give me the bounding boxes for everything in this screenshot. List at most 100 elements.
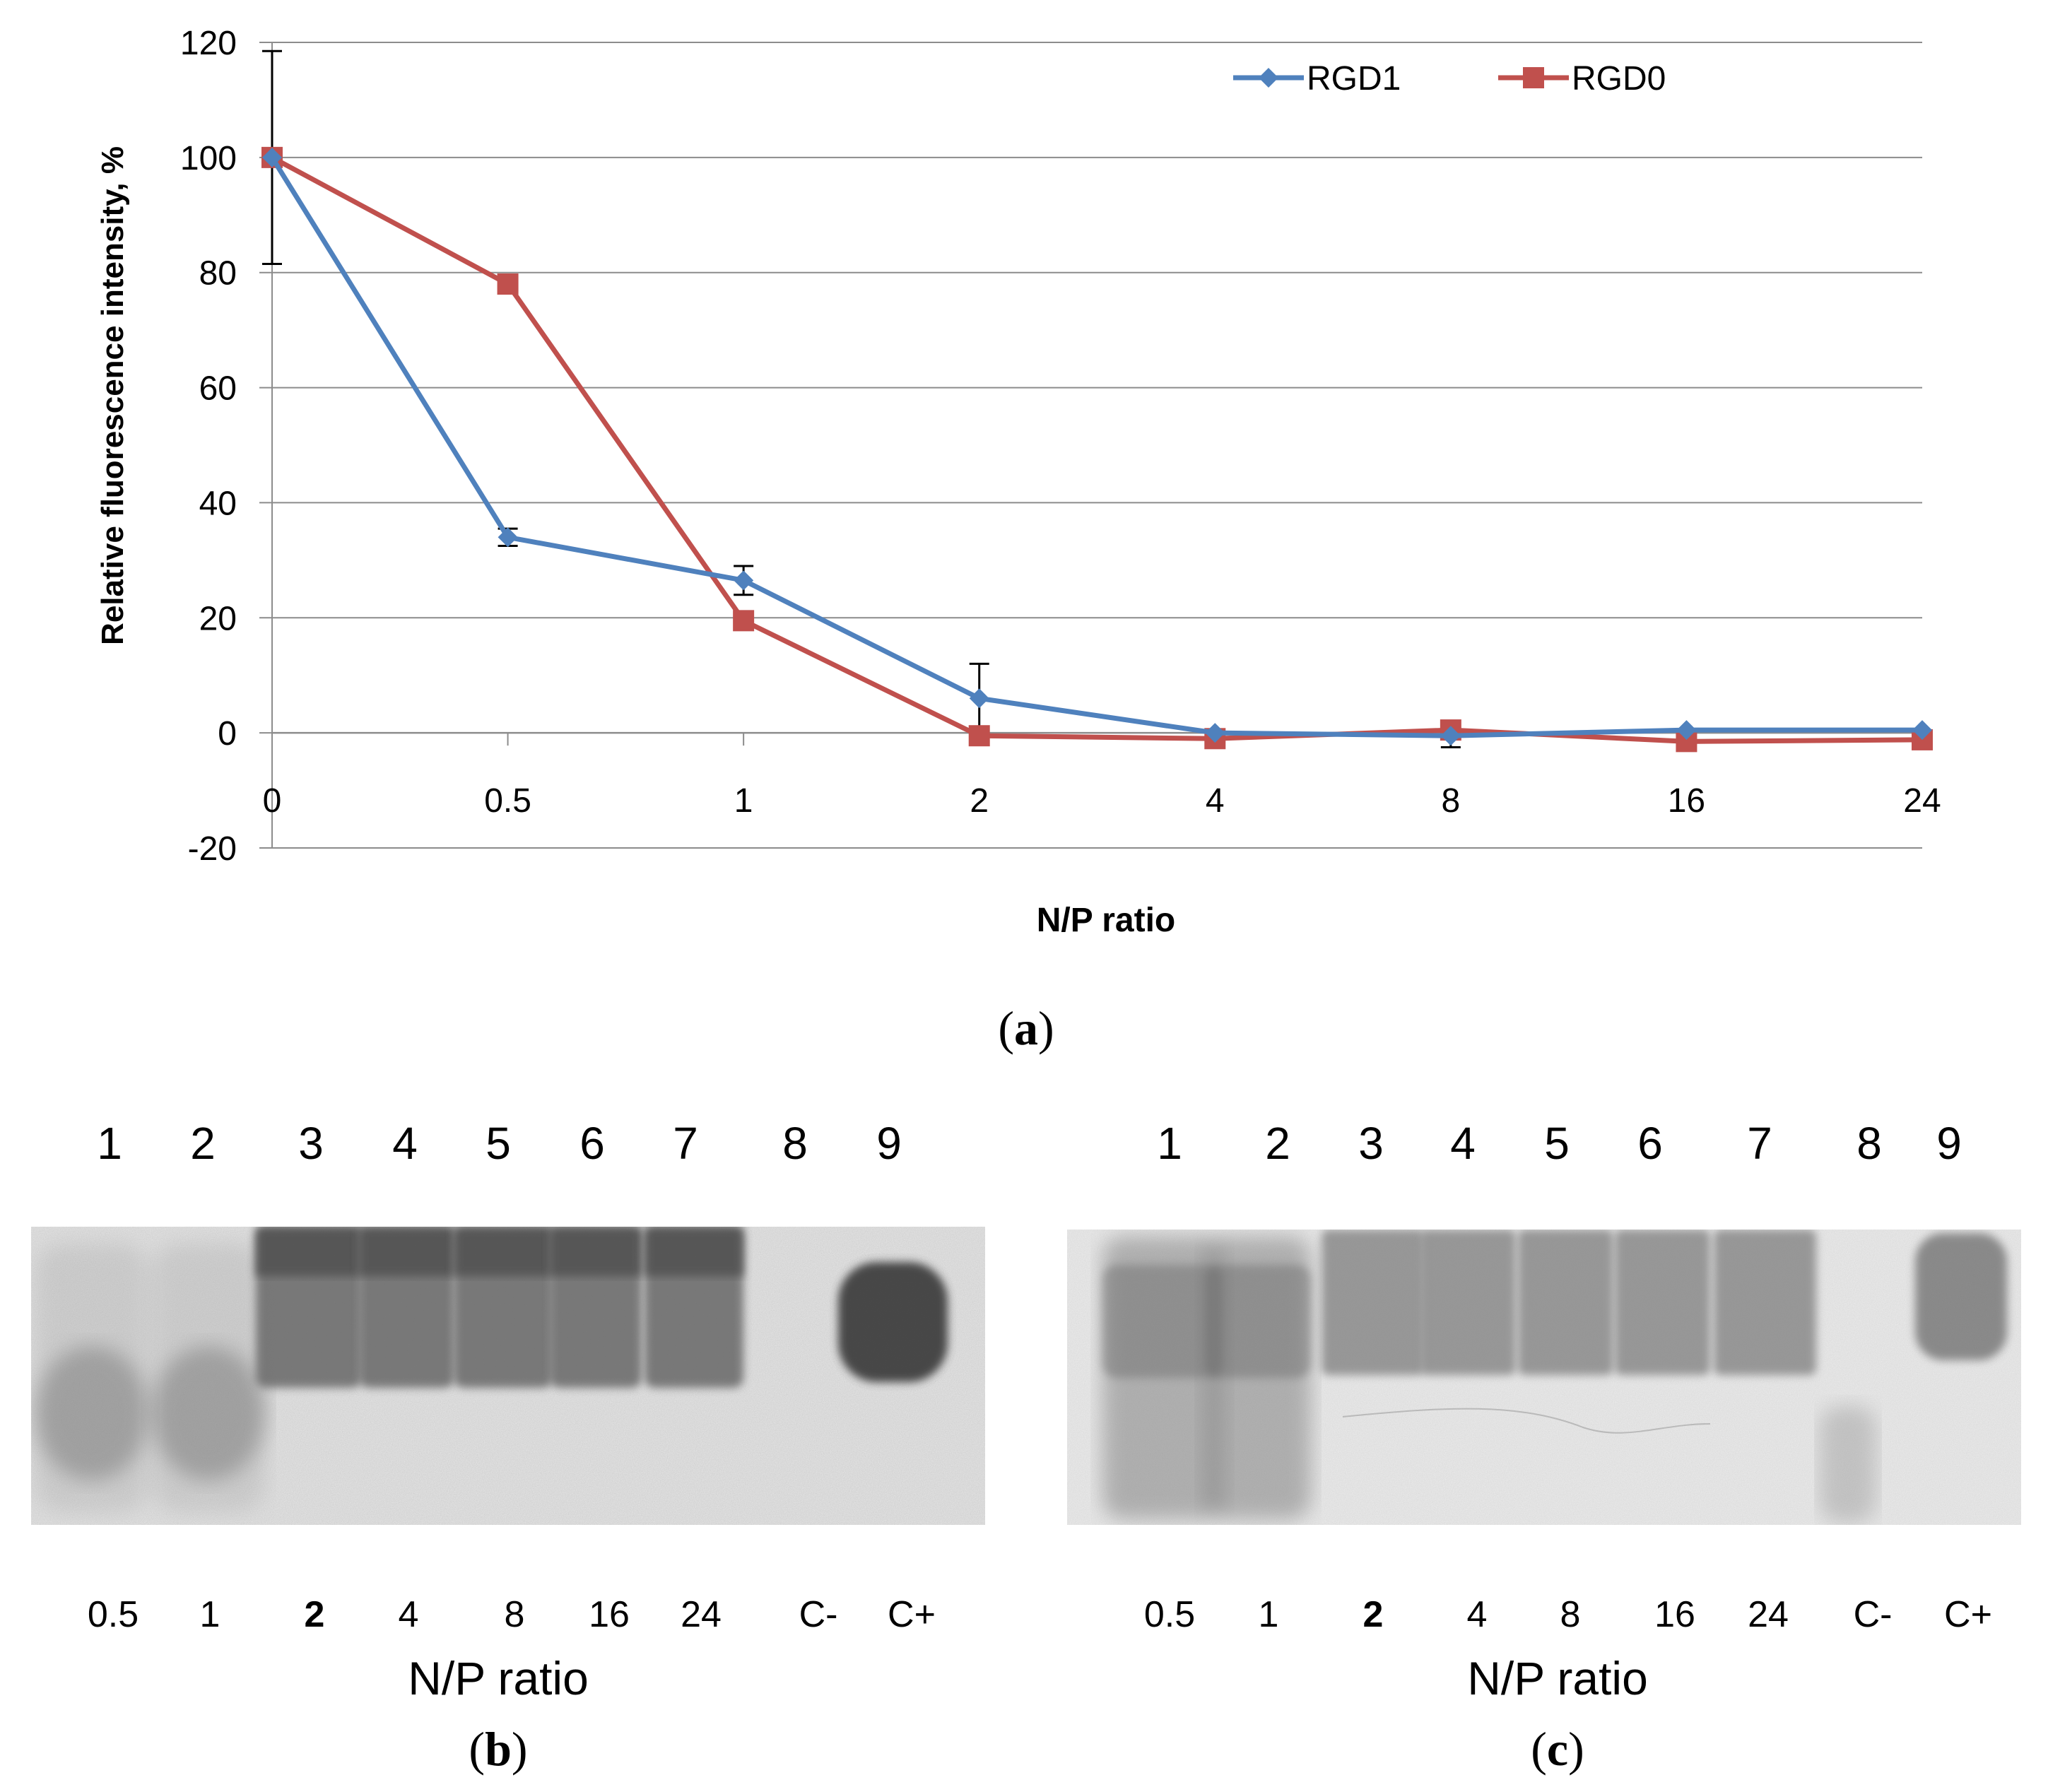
gel-b-lane-7-well (645, 1227, 743, 1276)
gel-image-b (31, 1227, 985, 1525)
gel-b-lane-4-well (359, 1227, 454, 1276)
svg-text:(a): (a) (998, 1001, 1054, 1055)
point-RGD1-1 (498, 527, 518, 548)
y-tick-labels: -20 0 20 40 60 80 100 120 (180, 25, 237, 868)
series-RGD0 (261, 146, 1933, 753)
gel-b-lane-6-well (550, 1227, 642, 1276)
lane-number-b-1: 1 (97, 1118, 122, 1169)
lane-label-c-3: 2 (1363, 1594, 1384, 1635)
point-RGD1-0 (262, 147, 282, 167)
point-RGD1-5 (1440, 726, 1461, 746)
point-RGD1-6 (1676, 720, 1697, 741)
gel-c-xlabel: N/P ratio (1467, 1652, 1648, 1704)
panel-b-letter: b (485, 1722, 512, 1776)
panel-label-b: (b) (469, 1722, 527, 1776)
point-RGD1-2 (734, 570, 754, 591)
lane-number-c-8: 8 (1856, 1118, 1882, 1169)
lane-label-c-7: 24 (1748, 1594, 1789, 1635)
y-tick-label-1: 0 (218, 715, 237, 753)
lane-label-c-5: 8 (1560, 1594, 1581, 1635)
lane-labels-c: 0.5 1 2 4 8 16 24 C- C+ (1144, 1594, 1992, 1635)
lane-number-c-7: 7 (1747, 1118, 1772, 1169)
y-tick-label-3: 40 (199, 485, 237, 522)
point-RGD1-3 (969, 688, 989, 709)
gel-image-c (1067, 1230, 2021, 1525)
lane-number-c-4: 4 (1450, 1118, 1476, 1169)
legend-label-RGD1: RGD1 (1307, 60, 1401, 98)
lane-number-b-8: 8 (782, 1118, 808, 1169)
axes (259, 42, 1923, 849)
lane-number-b-4: 4 (392, 1118, 418, 1169)
lane-label-b-4: 4 (399, 1594, 419, 1635)
point-RGD0-3 (968, 725, 990, 747)
lane-label-b-8: C- (799, 1594, 838, 1635)
gel-b-lane-5-well (454, 1227, 553, 1276)
lane-label-c-9: C+ (1944, 1594, 1992, 1635)
x-tick-label-4: 4 (1206, 782, 1225, 820)
legend-marker-RGD1 (1259, 68, 1278, 88)
gel-b-lane-3-well (256, 1227, 362, 1276)
lane-label-b-6: 16 (589, 1594, 630, 1635)
y-tick-label-2: 20 (199, 600, 237, 637)
y-tick-label-4: 60 (199, 370, 237, 408)
x-axis-label: N/P ratio (1037, 902, 1176, 939)
lane-label-b-9: C+ (888, 1594, 936, 1635)
point-RGD0-2 (733, 610, 755, 632)
lane-label-c-2: 1 (1259, 1594, 1279, 1635)
lane-number-c-3: 3 (1358, 1118, 1384, 1169)
gel-b-lane-9-band (838, 1262, 948, 1382)
series-line-RGD1 (270, 156, 1922, 738)
lane-label-b-3: 2 (305, 1594, 325, 1635)
gel-c-lane-6-band (1615, 1230, 1710, 1375)
lane-label-c-4: 4 (1467, 1594, 1488, 1635)
gridlines (272, 42, 1922, 849)
lane-label-b-7: 24 (681, 1594, 722, 1635)
lane-label-b-1: 0.5 (88, 1594, 139, 1635)
legend-label-RGD0: RGD0 (1572, 60, 1666, 98)
series-group (261, 146, 1933, 753)
legend-item-RGD1: RGD1 (1233, 60, 1401, 98)
x-tick-label-1: 0.5 (484, 782, 531, 820)
lane-label-c-1: 0.5 (1144, 1594, 1195, 1635)
series-RGD1 (262, 147, 1932, 746)
y-axis-label: Relative fluorescence intensity, % (95, 146, 130, 645)
lane-number-c-5: 5 (1544, 1118, 1570, 1169)
lane-labels-b: 0.5 1 2 4 8 16 24 C- C+ (88, 1594, 936, 1635)
lane-number-b-9: 9 (876, 1118, 902, 1169)
lane-label-c-6: 16 (1654, 1594, 1695, 1635)
panel-a-letter: a (1014, 1001, 1038, 1055)
svg-text:(c): (c) (1531, 1722, 1584, 1776)
lane-label-c-8: C- (1854, 1594, 1893, 1635)
point-RGD1-7 (1912, 720, 1932, 741)
x-tick-labels: 0 0.5 1 2 4 8 16 24 (263, 782, 1941, 820)
y-tick-label-7: 120 (180, 25, 237, 62)
x-tick-label-0: 0 (263, 782, 282, 820)
gel-c-crack-line (1342, 1408, 1711, 1434)
lane-number-c-6: 6 (1637, 1118, 1663, 1169)
gel-c-lane-1-band (1102, 1265, 1223, 1378)
x-tick-label-3: 2 (970, 782, 989, 820)
lane-number-b-6: 6 (579, 1118, 605, 1169)
x-tick-label-7: 24 (1903, 782, 1941, 820)
lane-label-b-2: 1 (200, 1594, 220, 1635)
gel-b-lane-1-band (35, 1346, 148, 1480)
lane-number-c-1: 1 (1157, 1118, 1182, 1169)
y-tick-label-0: -20 (188, 830, 237, 868)
panel-label-a: (a) (998, 1001, 1054, 1055)
lane-number-b-2: 2 (190, 1118, 216, 1169)
point-RGD0-1 (497, 273, 519, 295)
legend: RGD1 RGD0 (1233, 60, 1666, 98)
gel-c-lane-8-smear (1820, 1406, 1876, 1523)
lane-numbers-b: 1 2 3 4 5 6 7 8 9 (97, 1118, 902, 1169)
legend-item-RGD0: RGD0 (1498, 60, 1666, 98)
gel-c-lane-9-band (1915, 1233, 2007, 1360)
lane-number-b-5: 5 (485, 1118, 511, 1169)
lane-number-b-3: 3 (298, 1118, 324, 1169)
legend-marker-RGD0 (1523, 67, 1544, 88)
error-bars (262, 49, 1461, 748)
lane-number-c-9: 9 (1936, 1118, 1962, 1169)
